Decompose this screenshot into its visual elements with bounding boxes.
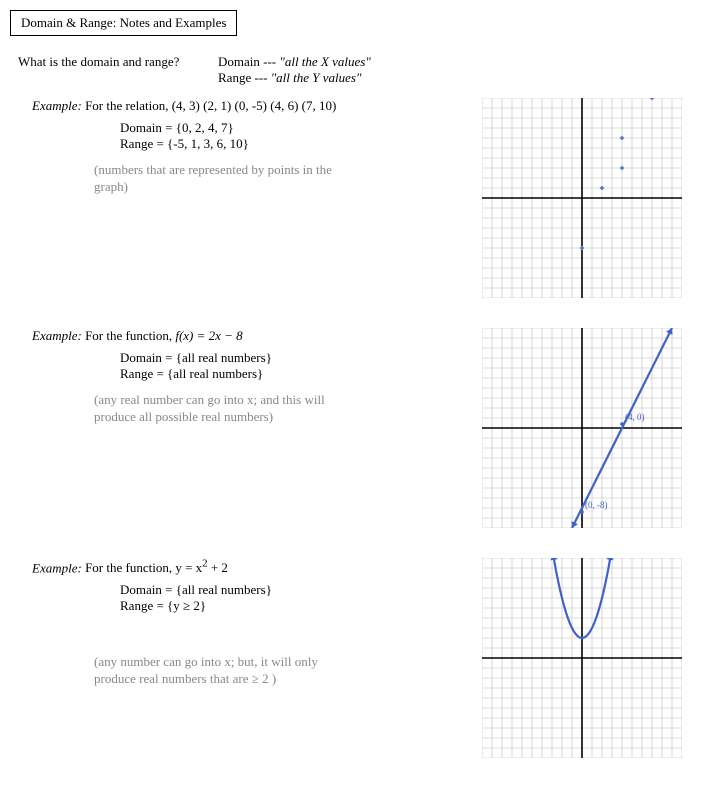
example-prompt: For the function,: [85, 328, 175, 343]
example-prompt: For the relation, (4, 3) (2, 1) (0, -5) …: [85, 98, 336, 113]
range-def: "all the Y values": [271, 70, 362, 85]
ex2-chart: (4, 0) (0, -8): [482, 328, 718, 528]
svg-text:(4, 0): (4, 0): [625, 412, 645, 422]
ex2-fn: f(x) = 2x − 8: [175, 328, 242, 343]
ex2-note: (any real number can go into x; and this…: [94, 392, 354, 426]
intro-definitions: Domain --- "all the X values" Range --- …: [218, 54, 371, 86]
range-label: Range ---: [218, 70, 267, 85]
page-title: Domain & Range: Notes and Examples: [10, 10, 237, 36]
domain-def: "all the X values": [279, 54, 370, 69]
ex3-range: Range = {y ≥ 2}: [120, 598, 474, 614]
example-label: Example:: [32, 560, 82, 575]
example-label: Example:: [32, 328, 82, 343]
intro-row: What is the domain and range? Domain ---…: [18, 54, 718, 86]
ex1-domain: Domain = {0, 2, 4, 7}: [120, 120, 474, 136]
ex2-domain: Domain = {all real numbers}: [120, 350, 474, 366]
ex3-chart: [482, 558, 718, 758]
example-3: Example: For the function, y = x2 + 2 Do…: [10, 558, 718, 758]
example-prompt: For the function, y = x2 + 2: [85, 560, 228, 575]
ex1-note: (numbers that are represented by points …: [94, 162, 354, 196]
example-1: Example: For the relation, (4, 3) (2, 1)…: [10, 98, 718, 298]
ex1-range: Range = {-5, 1, 3, 6, 10}: [120, 136, 474, 152]
intro-question: What is the domain and range?: [18, 54, 218, 86]
ex3-note: (any number can go into x; but, it will …: [94, 654, 354, 688]
svg-text:(0, -8): (0, -8): [585, 500, 608, 510]
example-label: Example:: [32, 98, 82, 113]
domain-label: Domain ---: [218, 54, 276, 69]
ex2-range: Range = {all real numbers}: [120, 366, 474, 382]
example-2: Example: For the function, f(x) = 2x − 8…: [10, 328, 718, 528]
ex3-domain: Domain = {all real numbers}: [120, 582, 474, 598]
ex1-chart: [482, 98, 718, 298]
